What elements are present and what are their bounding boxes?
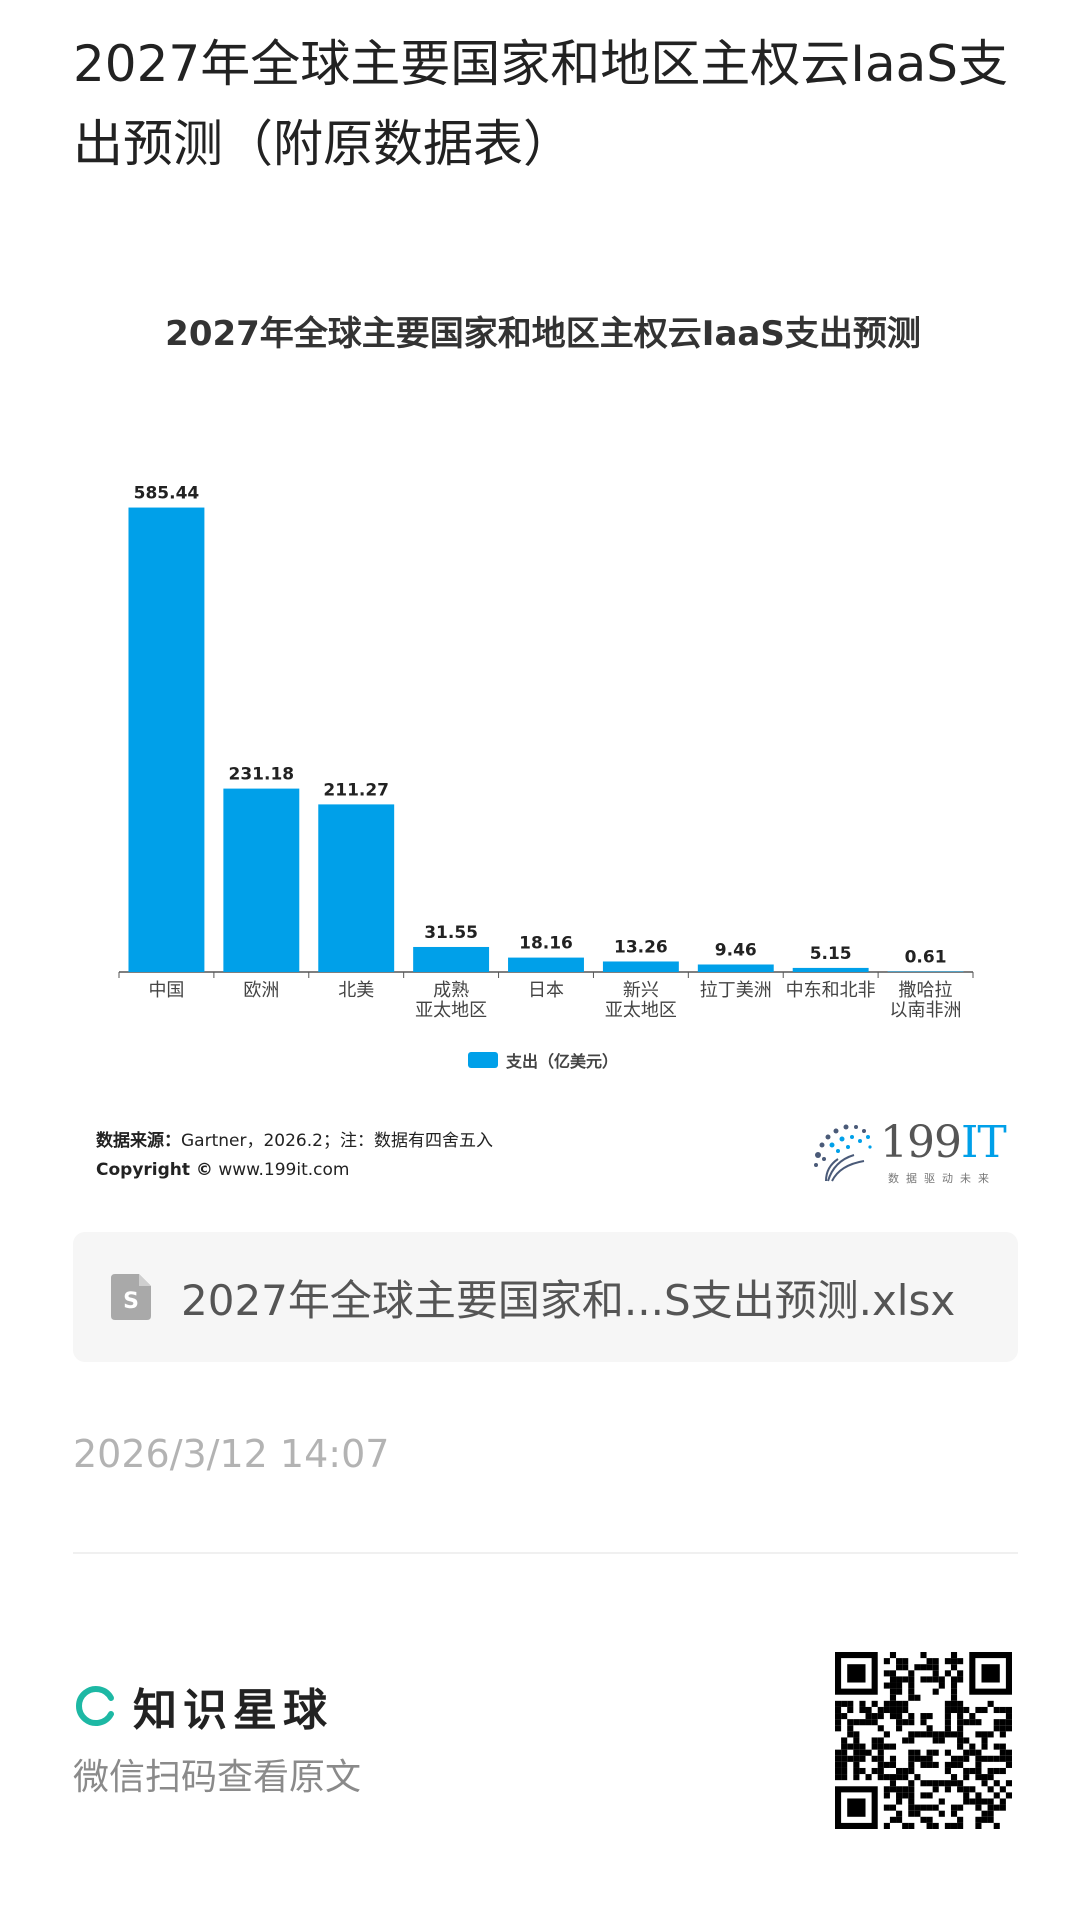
copyright-label: Copyright © <box>96 1160 213 1180</box>
source-text: Gartner，2026.2；注：数据有四舍五入 <box>181 1131 493 1151</box>
bar <box>508 957 584 972</box>
category-label: 新兴亚太地区 <box>605 980 677 1021</box>
data-label: 13.26 <box>614 937 668 957</box>
logo-wordmark: 199IT <box>880 1117 1007 1168</box>
data-label: 0.61 <box>905 948 947 968</box>
chart-title: 2027年全球主要国家和地区主权云IaaS支出预测 <box>165 314 921 354</box>
category-label: 欧洲 <box>243 980 279 1001</box>
scan-hint: 微信扫码查看原文 <box>73 1757 362 1798</box>
category-label: 北美 <box>338 980 374 1001</box>
data-source: 数据来源：Gartner，2026.2；注：数据有四舍五入 Copyright … <box>96 1127 493 1185</box>
logo-tagline: 数据驱动未来 <box>888 1172 996 1185</box>
data-label: 585.44 <box>134 484 200 504</box>
bar <box>697 964 774 972</box>
svg-text:S: S <box>123 1289 139 1314</box>
zsxq-logo-icon <box>76 1686 114 1726</box>
source-label: 数据来源： <box>96 1131 181 1151</box>
post-timestamp: 2026/3/12 14:07 <box>73 1432 390 1476</box>
data-label: 5.15 <box>810 944 852 964</box>
dandelion-icon <box>814 1124 872 1182</box>
legend-swatch <box>467 1052 498 1068</box>
data-label: 231.18 <box>229 765 295 785</box>
bar-chart: 585.44 中国 231.18 欧洲 211.27 北美 31.55 成熟亚太地区 18.16… <box>118 484 974 1021</box>
source-site: www.199it.com <box>218 1160 350 1180</box>
bar <box>602 961 679 972</box>
spreadsheet-icon: S <box>111 1274 151 1320</box>
bar <box>413 946 490 972</box>
category-label: 日本 <box>528 980 564 1001</box>
attachment-card[interactable]: S 2027年全球主要国家和...S支出预测.xlsx <box>73 1232 1018 1362</box>
category-label: 中国 <box>148 980 184 1001</box>
chart-legend: 支出（亿美元） <box>73 1048 1013 1072</box>
qr-code[interactable] <box>835 1652 1012 1829</box>
199it-logo: 199IT 数据驱动未来 <box>808 1115 1008 1185</box>
page-title: 2027年全球主要国家和地区主权云IaaS支出预测（附原数据表） <box>73 35 1009 173</box>
category-label: 成熟亚太地区 <box>415 980 487 1021</box>
data-label: 31.55 <box>424 923 478 943</box>
data-label: 211.27 <box>323 780 389 800</box>
brand-logo: 知识星球 <box>73 1678 333 1736</box>
attachment-filename: 2027年全球主要国家和...S支出预测.xlsx <box>181 1275 956 1325</box>
bar <box>128 507 205 972</box>
category-label: 拉丁美洲 <box>700 980 772 1001</box>
category-label: 中东和北非 <box>786 980 876 1001</box>
bar <box>318 804 395 972</box>
data-label: 9.46 <box>715 940 757 960</box>
chart-card: 2027年全球主要国家和地区主权云IaaS支出预测 585.44 中国 231.18… <box>73 280 1013 1190</box>
data-label: 18.16 <box>519 934 573 954</box>
bar <box>792 967 869 972</box>
legend-label: 支出（亿美元） <box>505 1052 618 1071</box>
bar <box>223 788 300 972</box>
category-label: 撒哈拉以南非洲 <box>890 980 962 1021</box>
divider <box>73 1552 1018 1554</box>
brand-name: 知识星球 <box>133 1685 333 1736</box>
